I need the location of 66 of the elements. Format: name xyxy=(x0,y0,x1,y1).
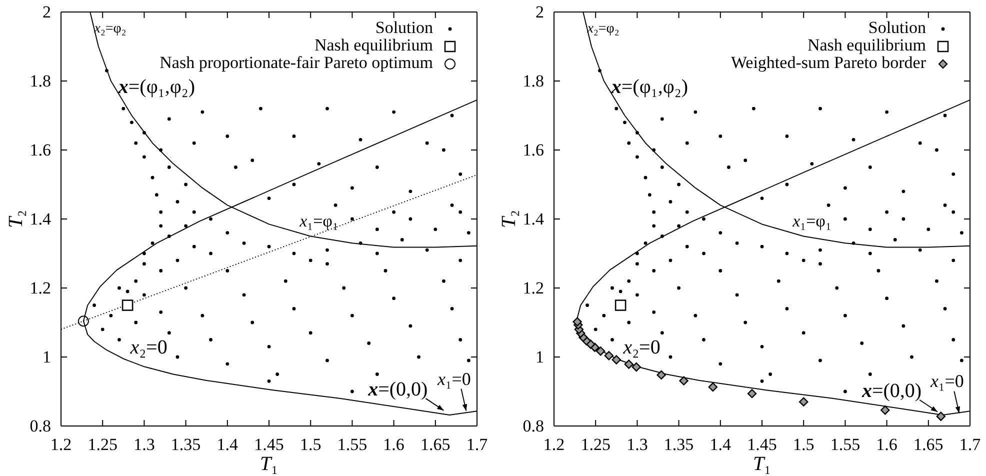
x-axis-title: T₁ xyxy=(752,453,772,475)
x-tick-label: 1.7 xyxy=(466,435,488,454)
x-tick-label: 1.3 xyxy=(626,435,648,454)
x-tick-label: 1.55 xyxy=(337,435,368,454)
legend-label: Solution xyxy=(868,18,926,37)
point xyxy=(596,346,606,356)
x-tick-label: 1.4 xyxy=(216,435,239,454)
x-axis-title: T₁ xyxy=(260,453,278,475)
point xyxy=(612,355,621,364)
x-tick-label: 1.5 xyxy=(300,435,322,454)
point xyxy=(572,317,582,326)
annotation: x=(φ₁,φ₂) xyxy=(610,75,688,98)
x-tick-label: 1.6 xyxy=(876,435,898,454)
y-tick-label: 2 xyxy=(42,2,51,22)
y-tick-label: 1.2 xyxy=(522,278,544,298)
y-tick-label: 1.4 xyxy=(30,209,52,228)
x-tick-label: 1.35 xyxy=(664,435,694,454)
x-tick-label: 1.45 xyxy=(254,435,284,454)
point xyxy=(632,362,641,372)
x-tick-label: 1.65 xyxy=(420,435,450,454)
annotation: x=(φ₁,φ₂) xyxy=(117,75,196,98)
point xyxy=(624,360,634,369)
annotation: x=(0,0) xyxy=(860,379,922,402)
y-tick-label: 1.8 xyxy=(522,71,544,90)
annotation: x₂=0 xyxy=(622,336,660,358)
x-tick-label: 1.65 xyxy=(914,435,944,454)
x-tick-label: 1.6 xyxy=(383,435,404,454)
y-tick-label: 1.2 xyxy=(30,278,51,298)
point xyxy=(936,412,946,421)
y-tick-label: 1.6 xyxy=(522,140,544,160)
y-tick-label: 1 xyxy=(42,347,51,366)
y-tick-label: 2 xyxy=(536,2,544,22)
y-tick-label: 1.8 xyxy=(30,71,51,90)
y-tick-label: 1.6 xyxy=(30,140,51,160)
y-tick-label: 1 xyxy=(536,347,544,366)
point xyxy=(614,300,626,311)
x-tick-label: 1.55 xyxy=(830,435,860,454)
legend-label: Solution xyxy=(375,18,434,37)
point xyxy=(708,382,718,392)
x-tick-label: 1.25 xyxy=(580,435,610,454)
y-axis-title: T₂ xyxy=(498,210,520,228)
x-tick-label: 1.7 xyxy=(959,435,982,454)
annotation: x₁=φ₁ xyxy=(298,211,338,230)
x-tick-label: 1.3 xyxy=(134,435,155,454)
annotation: x₁=φ₁ xyxy=(792,211,832,230)
y-tick-label: 0.8 xyxy=(522,416,544,436)
x-tick-label: 1.45 xyxy=(747,435,777,454)
point xyxy=(656,370,666,380)
x-tick-label: 1.4 xyxy=(710,435,732,454)
point xyxy=(679,376,688,386)
point xyxy=(799,397,808,406)
x-tick-label: 1.5 xyxy=(792,435,814,454)
point xyxy=(747,388,757,398)
annotation: x₁=0 xyxy=(929,371,964,392)
y-tick-label: 1.4 xyxy=(522,209,544,228)
x-tick-label: 1.35 xyxy=(170,435,201,454)
annotation: x=(0,0) xyxy=(367,378,428,400)
y-axis-title: T₂ xyxy=(5,210,27,228)
legend-label: Nash equilibrium xyxy=(314,35,433,54)
y-tick-label: 0.8 xyxy=(30,416,51,436)
legend-label: Nash equilibrium xyxy=(807,35,926,54)
point xyxy=(880,406,890,415)
annotation: x₂=0 xyxy=(129,336,168,358)
x-tick-label: 1.25 xyxy=(88,435,118,454)
point xyxy=(604,351,614,360)
annotation: x₁=0 xyxy=(436,368,471,389)
